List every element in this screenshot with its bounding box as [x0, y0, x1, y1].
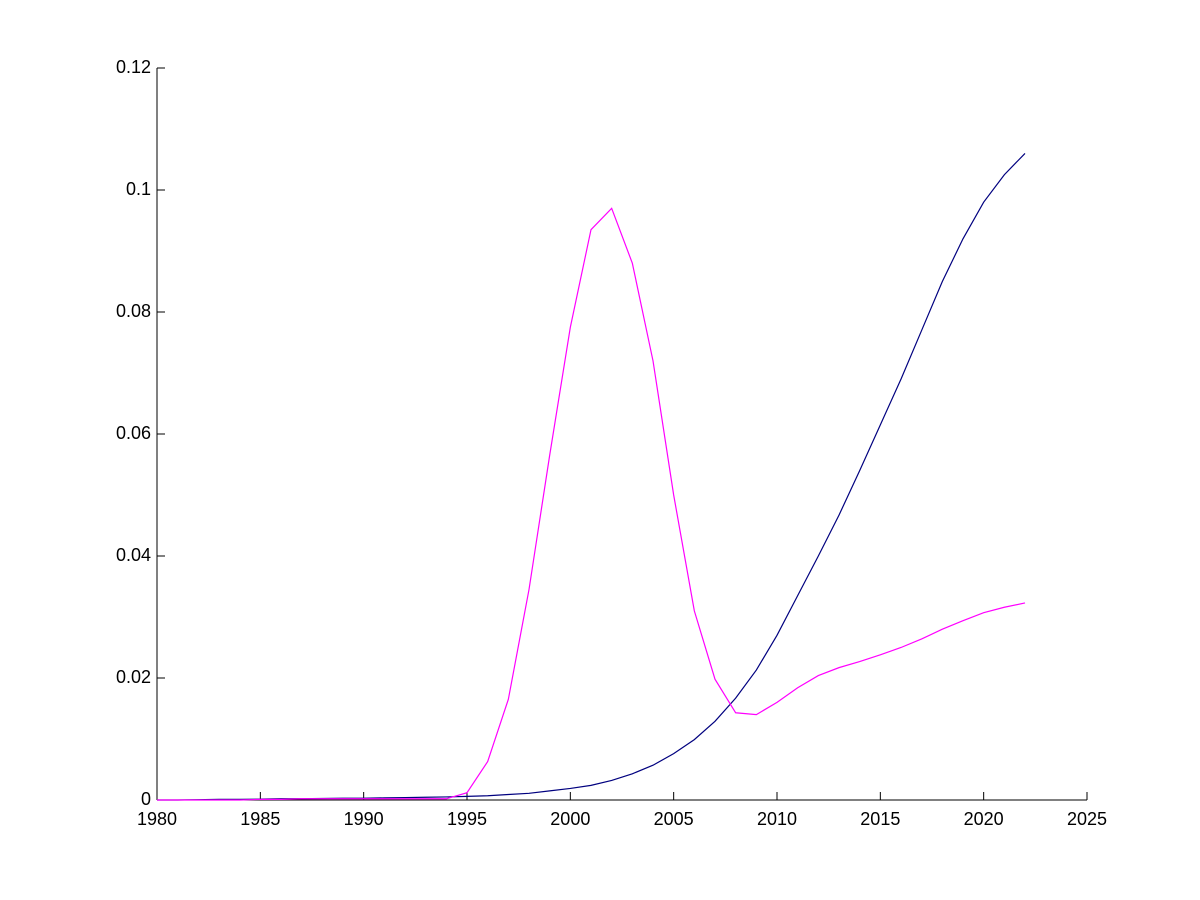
x-tick-label: 1990 — [344, 809, 384, 829]
y-tick-label: 0 — [141, 789, 151, 809]
y-tick-label: 0.08 — [116, 301, 151, 321]
y-tick-label: 0.06 — [116, 423, 151, 443]
y-tick-label: 0.1 — [126, 179, 151, 199]
series-line — [157, 207, 1026, 801]
x-tick-label: 2015 — [860, 809, 900, 829]
x-tick-label: 2005 — [654, 809, 694, 829]
x-tick-label: 1985 — [240, 809, 280, 829]
y-tick-label: 0.02 — [116, 667, 151, 687]
y-tick-label: 0.12 — [116, 57, 151, 77]
x-tick-label: 2025 — [1067, 809, 1107, 829]
x-tick-label: 2020 — [964, 809, 1004, 829]
x-tick-label: 2010 — [757, 809, 797, 829]
y-tick-label: 0.04 — [116, 545, 151, 565]
series-line — [157, 152, 1026, 801]
x-tick-label: 2000 — [550, 809, 590, 829]
x-tick-label: 1995 — [447, 809, 487, 829]
x-tick-label: 1980 — [137, 809, 177, 829]
